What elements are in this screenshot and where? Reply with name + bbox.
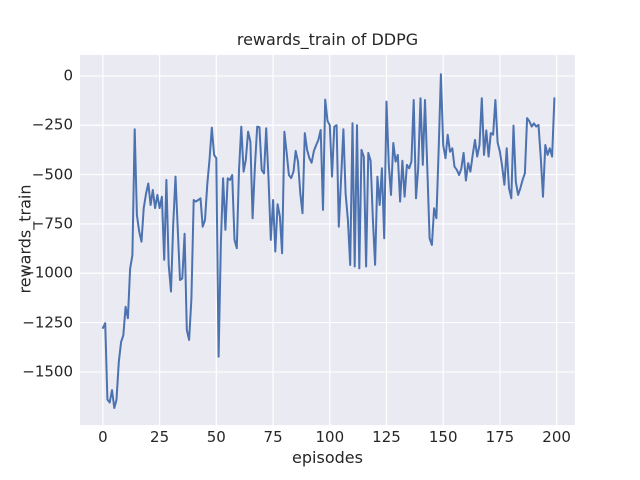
y-tick-label: −250 [31, 115, 73, 134]
x-axis-label: episodes [292, 448, 363, 467]
y-tick-label: −500 [31, 165, 73, 184]
y-tick-label: −1250 [22, 313, 73, 332]
x-tick-label: 0 [98, 428, 108, 446]
x-tick-label: 150 [428, 428, 458, 446]
series-line [101, 73, 556, 409]
y-axis-label: rewards_train [15, 184, 35, 294]
plot-area [80, 55, 575, 425]
chart-title: rewards_train of DDPG [236, 30, 419, 49]
x-tick-label: 175 [485, 428, 515, 446]
x-tick-label: 125 [372, 428, 401, 446]
x-tick-label: 25 [150, 428, 170, 446]
y-tick-label: −1000 [22, 263, 73, 282]
y-tick-label: −750 [31, 214, 73, 233]
x-tick-label: 75 [263, 428, 283, 446]
y-tick-label: 0 [63, 66, 73, 85]
y-tick-label: −1500 [22, 362, 73, 381]
x-tick-label: 200 [542, 428, 571, 446]
x-tick-label: 50 [206, 428, 226, 446]
x-tick-label: 100 [315, 428, 345, 446]
